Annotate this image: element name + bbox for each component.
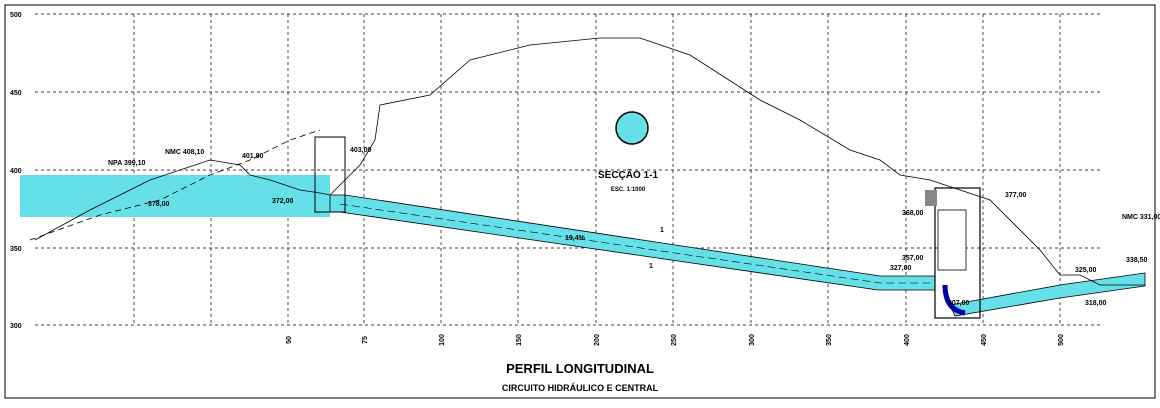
annotation: 325,00: [1075, 267, 1097, 274]
annotation: 1: [649, 263, 653, 270]
x-tick-label: 350: [826, 334, 833, 346]
x-tick-label: 150: [516, 334, 523, 346]
y-tick-label: 450: [10, 90, 22, 97]
annotation: 357,00: [902, 255, 924, 262]
draft-tube: [942, 284, 966, 316]
y-tick-label: 500: [10, 12, 22, 19]
y-tick-label: 400: [10, 168, 22, 175]
annotation: 401,80: [242, 153, 264, 160]
x-tick-label: 100: [439, 334, 446, 346]
frame: [4, 4, 1156, 399]
annotation: 19,4%: [565, 235, 586, 242]
intake: [314, 136, 346, 213]
title: PERFIL LONGITUDINAL: [506, 361, 654, 376]
annotation: NPA 399,10: [108, 160, 145, 167]
subtitle: CIRCUITO HIDRÁULICO E CENTRAL: [502, 383, 659, 393]
annotation: 307,00: [948, 300, 970, 307]
x-tick-label: 75: [362, 336, 369, 344]
crane: [925, 190, 937, 206]
penstock-axis: [339, 203, 935, 284]
x-tick-label: 250: [671, 334, 678, 346]
section-title: SECÇÃO 1-1: [598, 168, 658, 181]
terrain: [34, 37, 1145, 286]
generator: [937, 209, 967, 271]
x-tick-label: 300: [749, 334, 756, 346]
x-tick-label: 500: [1058, 334, 1065, 346]
annotation: NMC 408,10: [165, 149, 204, 156]
annotation: 327,00: [890, 265, 912, 272]
x-tick-label: 50: [286, 336, 293, 344]
annotation: 1: [660, 227, 664, 234]
annotation: 318,00: [1085, 300, 1107, 307]
annotation: 377,00: [1005, 192, 1027, 199]
annotation: 372,00: [272, 198, 294, 205]
annotation: 403,00: [350, 147, 372, 154]
annotation: 338,50: [1126, 257, 1148, 264]
reservoir: [20, 175, 330, 217]
annotation: NMC 331,00: [1122, 214, 1160, 221]
annotation: 368,00: [902, 210, 924, 217]
powerhouse: [934, 187, 981, 319]
tailrace: [949, 272, 1146, 317]
x-tick-label: 450: [981, 334, 988, 346]
annotation: 378,00: [148, 201, 170, 208]
x-tick-label: 200: [594, 334, 601, 346]
grid: [35, 13, 1100, 326]
section-scale: ESC. 1:1000: [611, 187, 646, 193]
penstock: [329, 194, 936, 291]
original-terrain: [29, 129, 321, 241]
y-tick-label: 300: [10, 323, 22, 330]
section-icon: [615, 111, 649, 145]
y-tick-label: 350: [10, 246, 22, 253]
x-tick-label: 400: [904, 334, 911, 346]
